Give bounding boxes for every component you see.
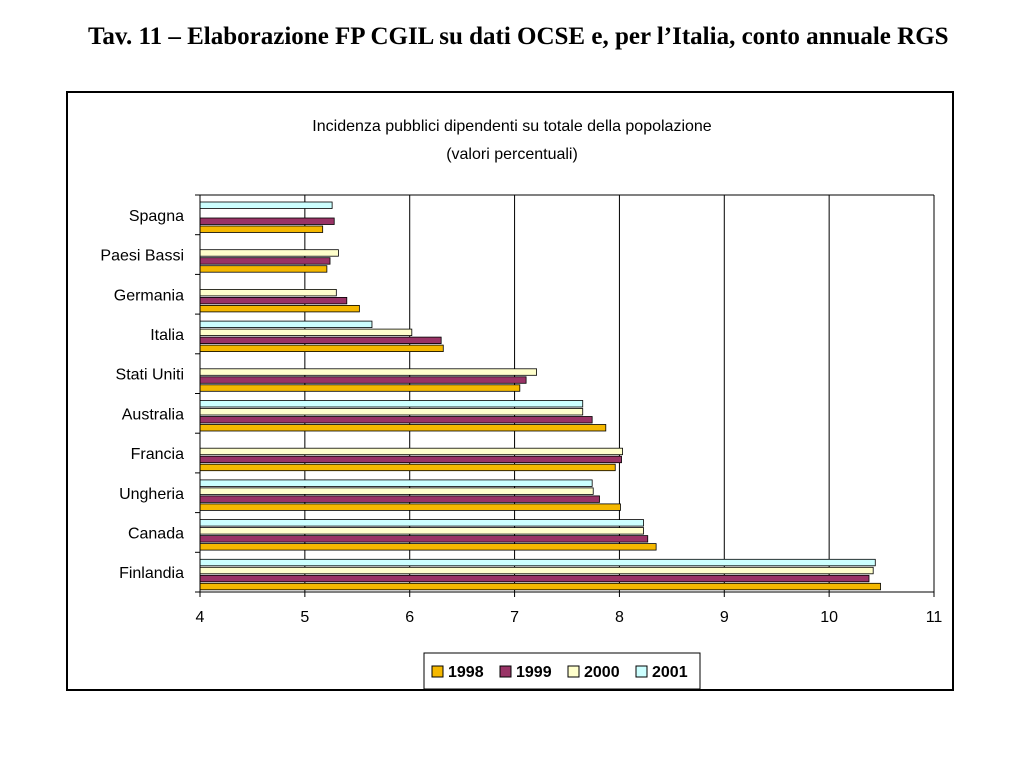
bar-2000-canada — [199, 527, 644, 535]
plot-area: Spagna Paesi Bassi Germania Italia Stati Uni… — [100, 194, 943, 626]
y-tick-label: Italia — [150, 327, 184, 344]
bar-2000-francia — [199, 447, 623, 456]
bar-1999-ungheria — [199, 495, 600, 503]
y-tick-label: Spagna — [129, 208, 184, 225]
bar-2000-australia — [199, 408, 584, 416]
bar-1999-italia — [199, 336, 442, 345]
bar-2000-stati-uniti — [199, 368, 537, 376]
bar-chart: Incidenza pubblici dipendenti su totale … — [100, 118, 943, 689]
bar-1998-germania — [199, 304, 360, 313]
x-tick-label: 11 — [926, 609, 943, 626]
chart-title: Incidenza pubblici dipendenti su totale … — [312, 118, 712, 135]
x-tick-label: 10 — [820, 609, 838, 626]
y-tick-label: Francia — [131, 446, 184, 463]
bar-1998-finlandia — [199, 582, 881, 591]
bar-1998-ungheria — [199, 503, 621, 511]
bar-2001-canada — [199, 519, 644, 527]
legend-label-1998: 1998 — [448, 664, 484, 681]
y-tick-label: Canada — [128, 525, 184, 542]
bar-1999-germania — [199, 296, 348, 305]
y-tick-label: Stati Uniti — [116, 367, 184, 384]
legend: 1998 1999 2000 2001 — [423, 652, 701, 689]
bar-1999-finlandia — [199, 574, 870, 583]
bar-1998-canada — [199, 543, 657, 551]
bar-1999-stati-uniti — [199, 376, 527, 384]
bar-1998-italia — [199, 344, 444, 353]
legend-swatch-1998 — [431, 665, 444, 678]
legend-swatch-2001 — [635, 665, 648, 678]
bar-1998-paesi-bassi — [199, 265, 328, 273]
slide-title: Tav. 11 – Elaborazione FP CGIL su dati O… — [88, 23, 949, 50]
y-tick-label: Germania — [114, 287, 184, 304]
x-tick-label: 4 — [196, 609, 205, 626]
legend-box — [423, 652, 701, 689]
x-tick-label: 9 — [720, 609, 729, 626]
x-tick-label: 8 — [615, 609, 624, 626]
bar-1999-canada — [199, 535, 649, 543]
y-tick-label: Ungheria — [119, 486, 184, 503]
chart-frame: Incidenza pubblici dipendenti su totale … — [66, 91, 954, 691]
bar-2000-germania — [199, 288, 337, 297]
bar-1998-spagna — [199, 225, 324, 233]
bar-2001-australia — [199, 400, 584, 408]
y-tick-label: Australia — [122, 406, 184, 423]
bar-2001-spagna — [199, 201, 333, 209]
bar-1999-spagna — [199, 217, 335, 225]
bar-2001-finlandia — [199, 558, 876, 567]
chart-subtitle: (valori percentuali) — [446, 146, 578, 163]
x-tick-label: 5 — [300, 609, 309, 626]
bar-1999-paesi-bassi — [199, 257, 331, 265]
bar-2001-italia — [199, 320, 373, 329]
x-tick-label: 6 — [405, 609, 414, 626]
legend-swatch-1999 — [499, 665, 512, 678]
y-tick-label: Finlandia — [119, 565, 184, 582]
bar-2000-italia — [199, 328, 413, 337]
bar-1998-francia — [199, 463, 616, 472]
bar-2001-ungheria — [199, 479, 593, 487]
bar-1999-australia — [199, 416, 593, 424]
bar-1998-stati-uniti — [199, 384, 521, 392]
bar-2000-finlandia — [199, 566, 874, 575]
legend-label-1999: 1999 — [516, 664, 552, 681]
bar-1999-francia — [199, 455, 622, 464]
bar-2000-ungheria — [199, 487, 594, 495]
legend-label-2001: 2001 — [652, 664, 688, 681]
legend-swatch-2000 — [567, 665, 580, 678]
bar-1998-australia — [199, 424, 607, 432]
legend-label-2000: 2000 — [584, 664, 620, 681]
y-tick-label: Paesi Bassi — [100, 248, 184, 265]
x-tick-label: 7 — [510, 609, 519, 626]
bar-2000-paesi-bassi — [199, 249, 339, 257]
